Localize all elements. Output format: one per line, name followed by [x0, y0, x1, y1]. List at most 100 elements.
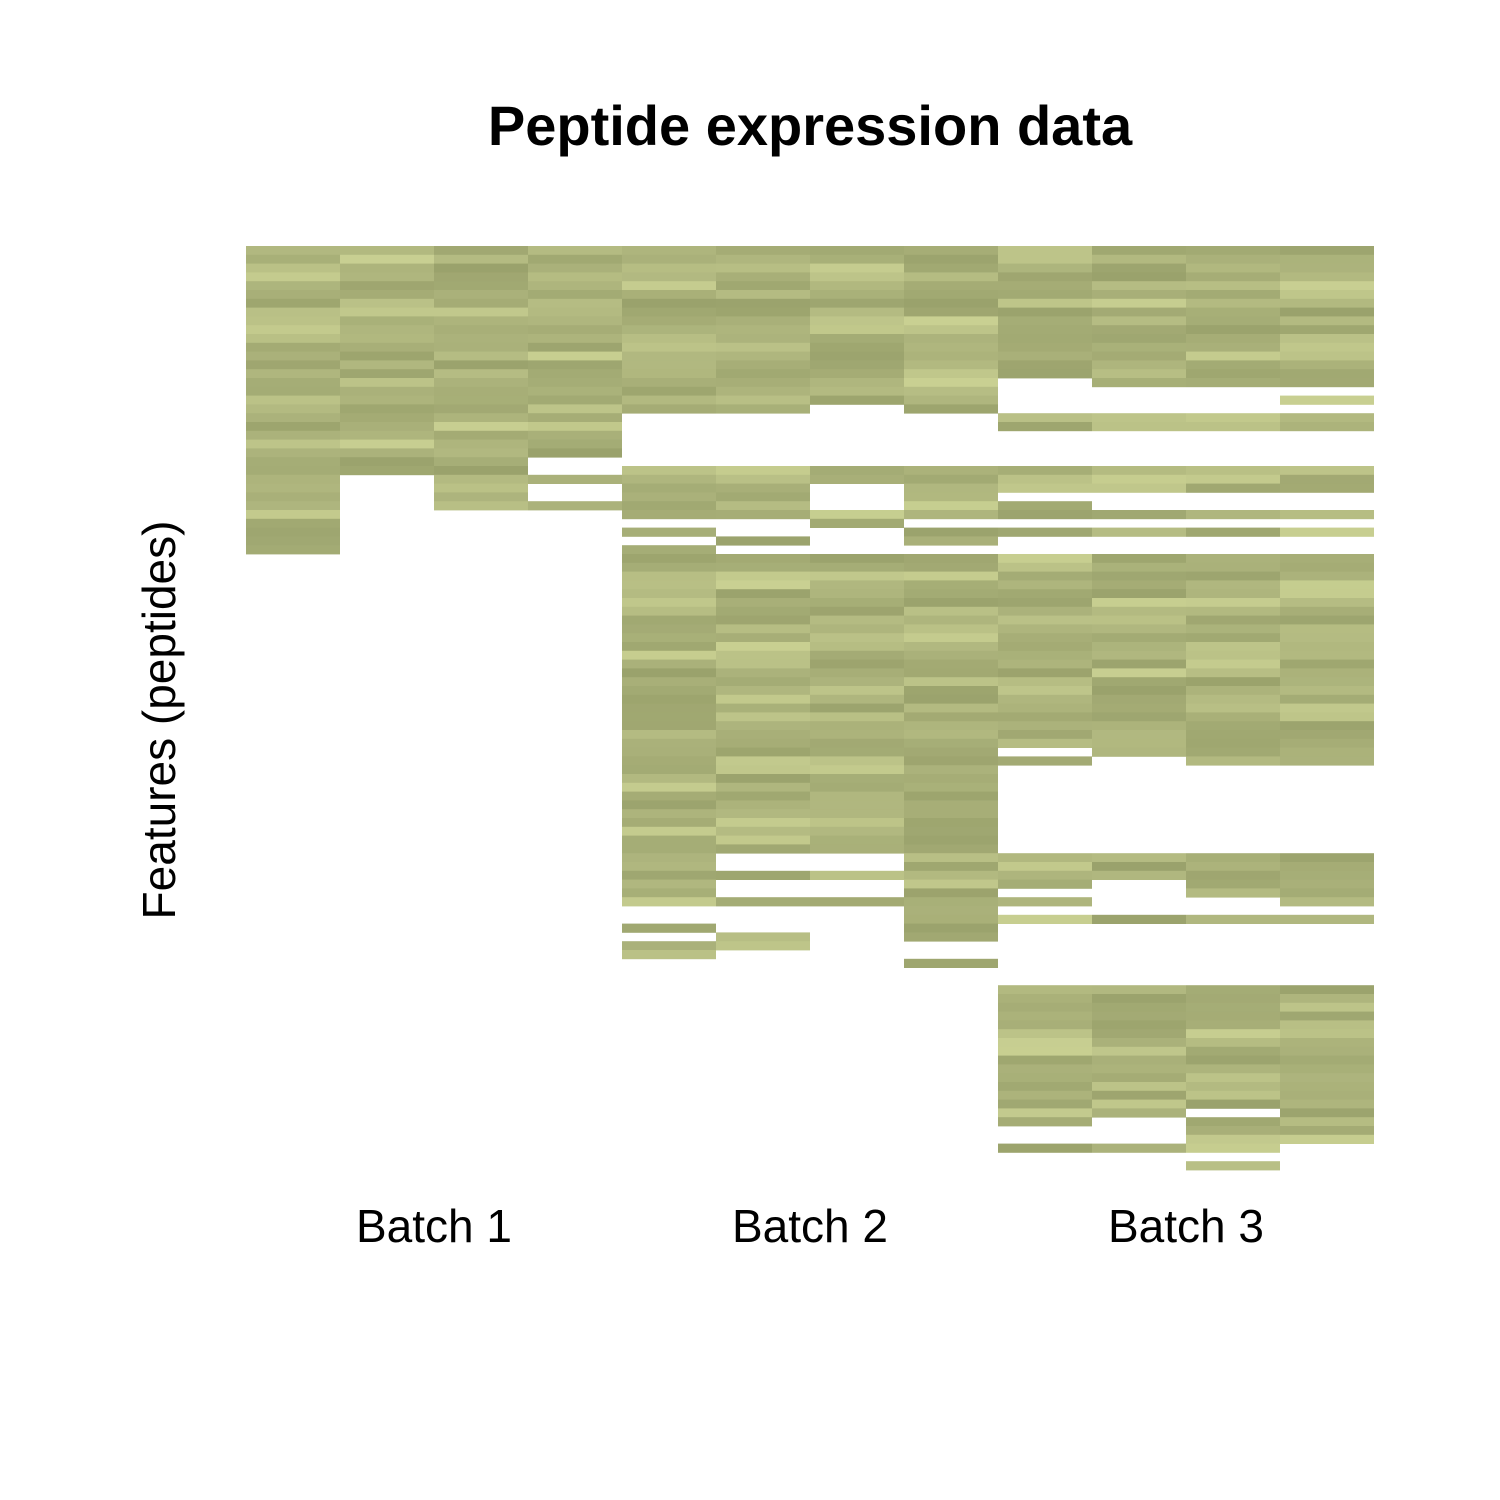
heatmap-cell	[904, 325, 998, 335]
heatmap-cell	[810, 738, 904, 748]
heatmap-cell	[810, 615, 904, 625]
heatmap-cell	[246, 395, 340, 405]
heatmap-cell	[340, 395, 434, 405]
heatmap-cell	[716, 492, 810, 502]
heatmap-cell	[434, 316, 528, 326]
heatmap-cell	[904, 862, 998, 872]
heatmap-cell	[622, 809, 716, 819]
heatmap-cell	[622, 298, 716, 308]
heatmap-cell	[622, 325, 716, 335]
heatmap-cell	[1280, 474, 1374, 484]
heatmap-cell	[810, 818, 904, 828]
heatmap-cell	[904, 342, 998, 352]
heatmap-cell	[716, 844, 810, 854]
heatmap-cell	[622, 386, 716, 396]
heatmap-cell	[622, 254, 716, 264]
heatmap-cell	[1092, 615, 1186, 625]
heatmap-cell	[904, 835, 998, 845]
heatmap-cell	[622, 615, 716, 625]
heatmap-cell	[998, 316, 1092, 326]
heatmap-cell	[810, 897, 904, 907]
heatmap-cell	[810, 633, 904, 643]
heatmap-cell	[1280, 369, 1374, 379]
heatmap-cell	[246, 527, 340, 537]
heatmap-cell	[904, 290, 998, 300]
heatmap-cell	[1280, 562, 1374, 572]
heatmap-cell	[1280, 351, 1374, 361]
heatmap-cell	[246, 246, 340, 256]
heatmap-cell	[1186, 589, 1280, 599]
heatmap-cell	[998, 879, 1092, 889]
heatmap-cell	[716, 246, 810, 256]
heatmap-cell	[1186, 1011, 1280, 1021]
heatmap-cell	[1280, 1020, 1374, 1030]
heatmap-cell	[1092, 1099, 1186, 1109]
heatmap-cell	[810, 774, 904, 784]
heatmap-cell	[1186, 686, 1280, 696]
heatmap-cell	[716, 677, 810, 687]
heatmap-cell	[622, 756, 716, 766]
heatmap-cell	[622, 853, 716, 863]
heatmap-cell	[1092, 483, 1186, 493]
heatmap-cell	[622, 862, 716, 872]
heatmap-cell	[622, 527, 716, 537]
heatmap-cell	[1092, 246, 1186, 256]
heatmap-cell	[904, 554, 998, 564]
heatmap-cell	[1280, 870, 1374, 880]
heatmap-cell	[1186, 694, 1280, 704]
heatmap-cell	[622, 668, 716, 678]
heatmap-cell	[1092, 360, 1186, 370]
heatmap-cell	[904, 263, 998, 273]
heatmap-cell	[246, 369, 340, 379]
heatmap-cell	[434, 395, 528, 405]
heatmap-cell	[622, 554, 716, 564]
heatmap-cell	[1280, 703, 1374, 713]
heatmap-cell	[998, 668, 1092, 678]
heatmap-cell	[716, 395, 810, 405]
heatmap-cell	[1092, 598, 1186, 608]
heatmap-cell	[810, 800, 904, 810]
heatmap-cell	[998, 554, 1092, 564]
heatmap-cell	[1186, 615, 1280, 625]
heatmap-cell	[998, 659, 1092, 669]
heatmap-cell	[716, 378, 810, 388]
heatmap-cell	[1092, 703, 1186, 713]
heatmap-cell	[1280, 307, 1374, 317]
heatmap-cell	[1186, 510, 1280, 520]
heatmap-cell	[1280, 686, 1374, 696]
heatmap-cell	[1280, 395, 1374, 405]
heatmap-cell	[998, 686, 1092, 696]
heatmap-cell	[998, 562, 1092, 572]
heatmap-cell	[904, 826, 998, 836]
heatmap-cell	[998, 1020, 1092, 1030]
heatmap-cell	[434, 386, 528, 396]
heatmap-cell	[1186, 870, 1280, 880]
heatmap-cell	[528, 325, 622, 335]
heatmap-cell	[810, 325, 904, 335]
heatmap-cell	[1280, 1134, 1374, 1144]
heatmap-cell	[716, 809, 810, 819]
heatmap-cell	[904, 932, 998, 942]
heatmap-cell	[246, 263, 340, 273]
heatmap-cell	[246, 492, 340, 502]
heatmap-cell	[716, 941, 810, 951]
heatmap-cell	[622, 774, 716, 784]
heatmap-cell	[904, 378, 998, 388]
heatmap-cell	[1186, 624, 1280, 634]
heatmap-cell	[904, 307, 998, 317]
batch-label-2: Batch 2	[732, 1200, 888, 1252]
heatmap-cell	[1186, 1134, 1280, 1144]
batch-label-3: Batch 3	[1108, 1200, 1264, 1252]
heatmap-cell	[1092, 571, 1186, 581]
heatmap-cell	[810, 809, 904, 819]
heatmap-cell	[1092, 914, 1186, 924]
heatmap-cell	[622, 474, 716, 484]
heatmap-cell	[1092, 334, 1186, 344]
heatmap-cell	[716, 615, 810, 625]
heatmap-cell	[622, 721, 716, 731]
heatmap-cell	[998, 483, 1092, 493]
heatmap-cell	[904, 694, 998, 704]
heatmap-cell	[1092, 747, 1186, 757]
heatmap-cell	[340, 307, 434, 317]
